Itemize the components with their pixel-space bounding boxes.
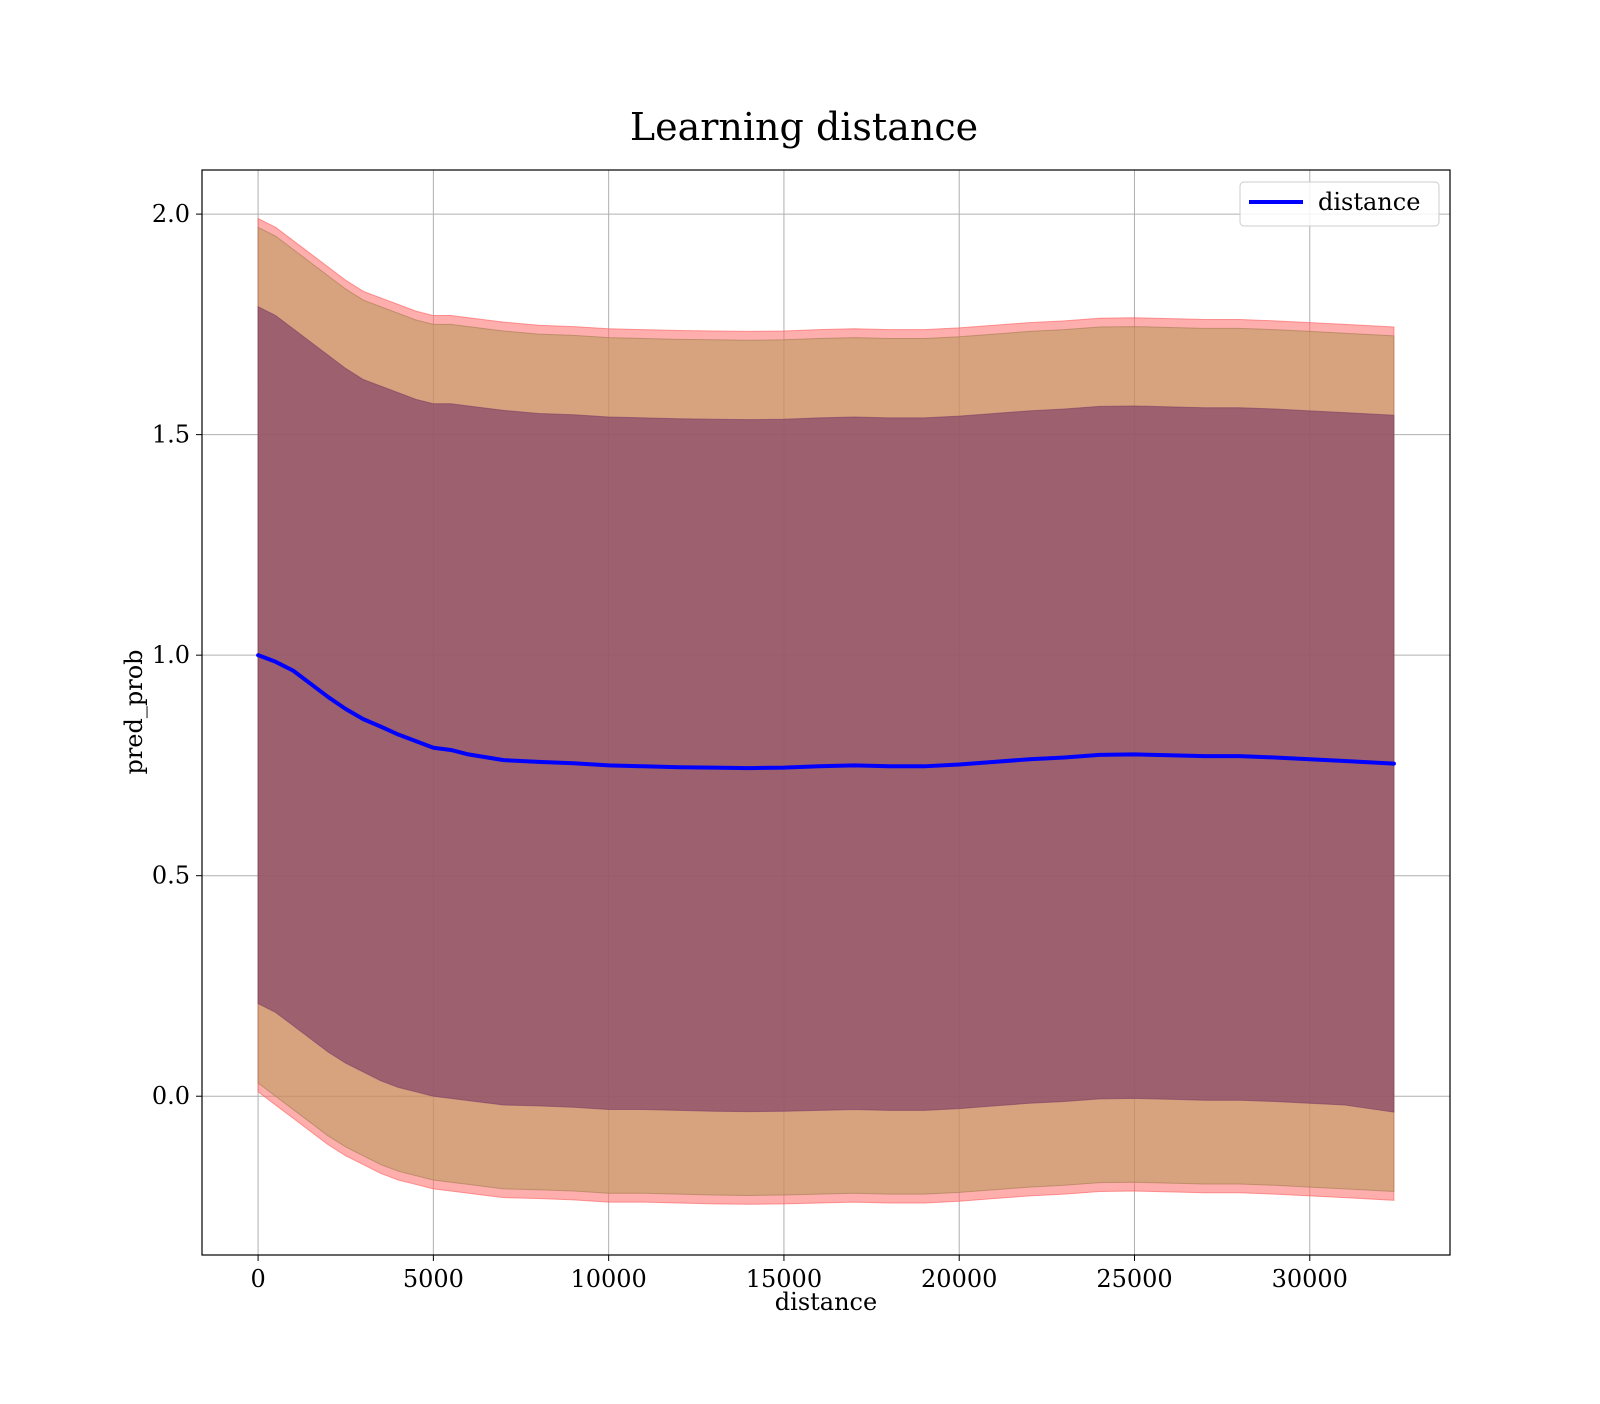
y-tick-label: 0.5 <box>152 862 190 890</box>
y-tick-label: 1.5 <box>152 421 190 449</box>
plot-area <box>201 169 1451 1256</box>
x-axis-ticks: 0 5000 10000 15000 20000 25000 30000 <box>250 1255 1348 1293</box>
x-tick-label: 0 <box>250 1265 265 1293</box>
series-line-distance <box>256 653 1396 771</box>
x-axis-label: distance <box>775 1288 877 1316</box>
x-tick-label: 5000 <box>403 1265 464 1293</box>
y-axis-ticks: 0.0 0.5 1.0 1.5 2.0 <box>152 200 202 1110</box>
x-tick-label: 25000 <box>1096 1265 1172 1293</box>
x-tick-label: 20000 <box>921 1265 997 1293</box>
legend-box <box>1239 181 1440 227</box>
band-inner <box>257 305 1395 1113</box>
legend-label: distance <box>1318 188 1420 216</box>
legend: distance <box>1239 181 1440 227</box>
band-layer <box>257 217 1395 1205</box>
x-tick-label: 15000 <box>746 1265 822 1293</box>
y-tick-label: 2.0 <box>152 200 190 228</box>
y-tick-label: 0.0 <box>152 1082 190 1110</box>
y-axis-label: pred_prob <box>120 649 148 774</box>
y-tick-label: 1.0 <box>152 641 190 669</box>
line-layer <box>256 653 1396 771</box>
x-tick-label: 30000 <box>1272 1265 1348 1293</box>
plot-frame <box>201 169 1451 1256</box>
x-tick-label: 10000 <box>570 1265 646 1293</box>
chart-title: Learning distance <box>630 105 978 149</box>
